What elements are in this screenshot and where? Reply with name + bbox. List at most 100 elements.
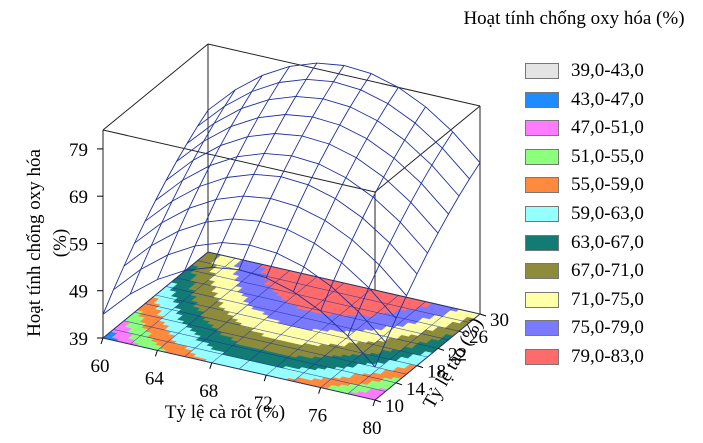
mesh-line-y	[347, 131, 454, 337]
floor-grid-line	[102, 251, 209, 339]
floor-grid-line	[320, 301, 426, 388]
legend-item: 47,0-51,0	[525, 115, 700, 143]
x-axis-label: Tỷ lệ cà rôt (%)	[165, 402, 285, 423]
legend-swatch	[525, 263, 559, 280]
legend-label: 51,0-55,0	[571, 145, 644, 167]
x-tick-label: 76	[308, 406, 327, 427]
legend-label: 79,0-83,0	[571, 346, 644, 367]
legend-item: 51,0-55,0	[525, 144, 700, 172]
frame-edge	[207, 43, 481, 107]
y-tick-mark	[374, 399, 382, 403]
z-tick-label: 49	[69, 282, 88, 303]
x-tick-label: 80	[363, 418, 382, 439]
z-axis-label: Hoạt tính chống oxy hóa (%)	[24, 149, 71, 337]
mesh-line-y	[292, 87, 399, 292]
mesh-line-y	[211, 62, 318, 268]
legend-item: 43,0-47,0	[525, 87, 700, 115]
mesh-line-x	[207, 62, 481, 163]
x-tick-label: 72	[254, 393, 273, 414]
y-tick-label: 10	[385, 396, 404, 417]
legend-swatch	[525, 291, 559, 308]
mesh-line-y	[102, 109, 209, 315]
floor-grid-line	[347, 307, 453, 395]
x-tick-label: 68	[199, 381, 218, 402]
x-tick-mark	[100, 337, 104, 345]
floor-grid-line	[130, 257, 236, 345]
y-tick-label: 14	[406, 379, 426, 400]
floor-grid-line	[238, 282, 345, 370]
legend-item: 39,0-43,0	[525, 58, 700, 86]
legend-label: 43,0-47,0	[571, 88, 644, 110]
frame-edge	[374, 105, 481, 193]
floor-grid-line	[266, 288, 372, 376]
legend-item: 59,0-63,0	[525, 201, 700, 229]
mesh-line-y	[265, 73, 372, 278]
mesh-line-y	[374, 162, 481, 368]
legend-swatch	[525, 91, 559, 108]
legend-label: 59,0-63,0	[571, 203, 644, 224]
legend-swatch	[525, 206, 559, 222]
floor-grid-line	[184, 270, 290, 357]
legend-item: 71,0-75,0	[525, 287, 700, 315]
legend-label: 75,0-79,0	[571, 317, 644, 339]
floor-grid-line	[157, 264, 263, 351]
y-tick-mark	[416, 365, 424, 369]
legend-item: 75,0-79,0	[525, 315, 700, 343]
surface-mesh	[102, 62, 481, 401]
x-tick-label: 60	[91, 356, 110, 377]
mesh-line-x	[144, 173, 418, 275]
mesh-line-y	[184, 66, 290, 271]
frame-edge	[102, 43, 209, 131]
mesh-line-y	[156, 75, 263, 280]
legend-swatch	[525, 177, 559, 194]
z-tick-label: 59	[69, 234, 88, 255]
legend-label: 63,0-67,0	[571, 231, 644, 253]
mesh-line-x	[155, 152, 428, 254]
legend-swatch	[525, 320, 559, 337]
legend-swatch	[525, 148, 559, 165]
legend-label: 71,0-75,0	[571, 288, 644, 310]
legend-item: 55,0-59,0	[525, 172, 700, 200]
y-tick-mark	[479, 313, 487, 317]
mesh-line-y	[320, 106, 426, 312]
legend-swatch	[525, 63, 559, 79]
floor-grid-line	[211, 276, 317, 364]
mesh-line-x	[186, 95, 460, 197]
x-tick-mark	[318, 387, 322, 394]
legend-label: 39,0-43,0	[571, 60, 644, 81]
legend-item: 79,0-83,0	[525, 344, 700, 372]
z-tick-label: 69	[69, 187, 88, 208]
legend-label: 55,0-59,0	[571, 174, 644, 196]
legend: Hoạt tính chống oxy hóa (%) 39,0-43,0 43,…	[440, 6, 700, 367]
floor-grid-line	[293, 295, 399, 382]
legend-item: 67,0-71,0	[525, 258, 700, 286]
y-tick-label: 26	[469, 327, 488, 348]
mesh-line-y	[129, 89, 236, 295]
legend-swatch	[525, 349, 559, 365]
z-axis-label-line: Hoạt tính chống oxy hóa	[24, 149, 45, 337]
legend-title: Hoạt tính chống oxy hóa (%)	[463, 8, 685, 29]
y-tick-mark	[458, 330, 466, 334]
y-tick-label: 30	[490, 310, 509, 331]
y-tick-label: 22	[448, 344, 467, 365]
z-tick-label: 79	[69, 140, 88, 161]
x-tick-label: 64	[145, 368, 165, 389]
legend-swatch	[525, 120, 559, 137]
x-tick-mark	[263, 375, 267, 382]
frame-edge	[102, 129, 376, 193]
z-axis-label-unit: (%)	[50, 229, 71, 257]
legend-item: 63,0-67,0	[525, 230, 700, 258]
y-tick-mark	[437, 347, 445, 351]
x-tick-mark	[372, 399, 376, 407]
y-tick-mark	[395, 382, 403, 386]
x-tick-mark	[209, 362, 213, 369]
legend-label: 67,0-71,0	[571, 260, 644, 282]
mesh-line-y	[238, 65, 345, 270]
z-tick-label: 39	[69, 329, 88, 350]
legend-label: 47,0-51,0	[571, 117, 644, 139]
floor-grid-line	[374, 313, 481, 401]
x-tick-mark	[154, 350, 158, 357]
legend-swatch	[525, 234, 559, 251]
